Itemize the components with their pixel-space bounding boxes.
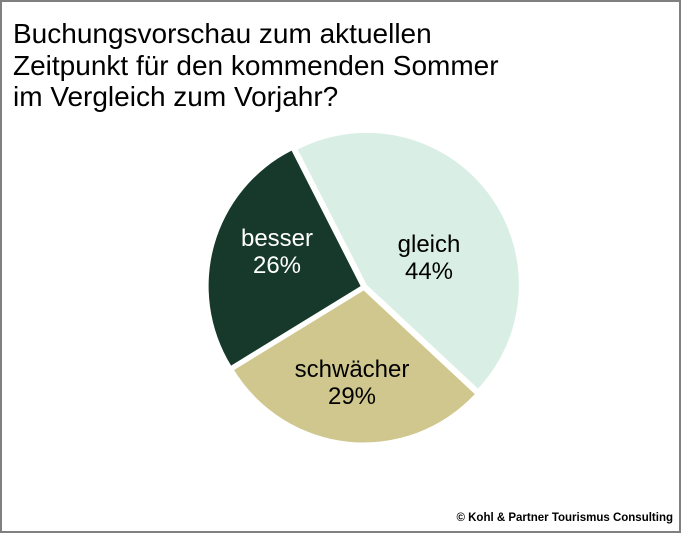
pie-slice-label-gleich: gleich 44% bbox=[398, 231, 461, 285]
pie-slice-besser bbox=[208, 150, 361, 366]
pie-slice-gleich bbox=[297, 132, 519, 389]
footer-credit: © Kohl & Partner Tourismus Consulting bbox=[456, 512, 673, 524]
chart-title: Buchungsvorschau zum aktuellen Zeitpunkt… bbox=[13, 18, 499, 112]
pie-slice-label-schwächer: schwächer 29% bbox=[295, 356, 410, 410]
pie-slice-label-besser: besser 26% bbox=[241, 225, 313, 279]
pie-slice-schwächer bbox=[234, 290, 475, 443]
